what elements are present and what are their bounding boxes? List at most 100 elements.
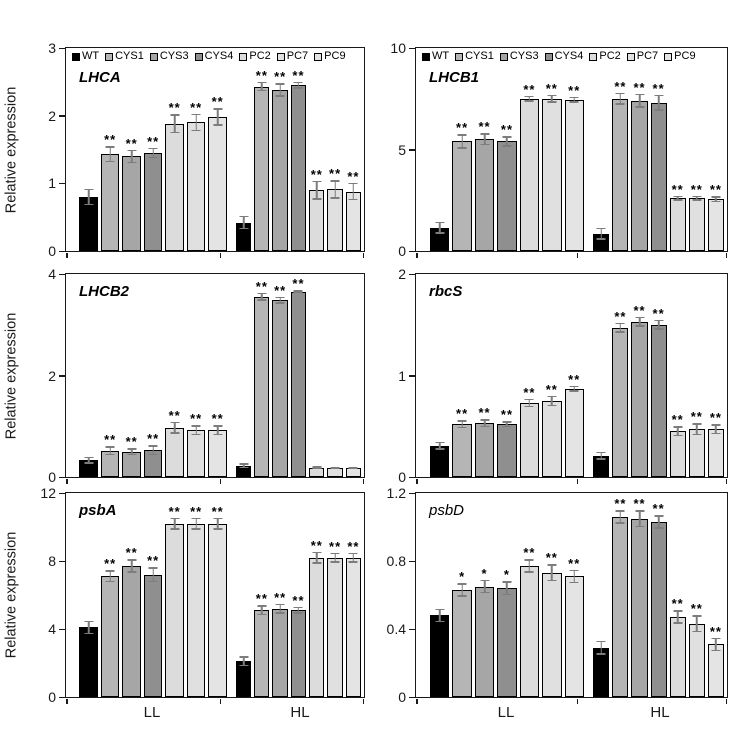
x-tick-mark — [576, 252, 579, 258]
bar-slot-wt — [79, 48, 98, 251]
error-bar-part — [105, 453, 115, 456]
significance-marker: ** — [147, 431, 160, 446]
y-tick-mark — [409, 560, 415, 562]
bar-slot-wt — [235, 48, 252, 251]
y-tick-mark — [59, 628, 65, 630]
error-bar — [239, 656, 249, 667]
bar-slot-cys3: ** — [272, 274, 288, 477]
legend-item-pc9: PC9 — [664, 51, 696, 62]
bars-container: ** ** ** ** ** ** ** ** ** ** ** ** — [66, 48, 364, 251]
error-bar — [502, 581, 512, 595]
significance-marker: ** — [633, 79, 646, 95]
panel-psbd: 0 0.4 0.8 1.2 psbD * * * ** ** ** ** ** ** ** ** ** — [370, 485, 728, 705]
legend-item-cys1: CYS1 — [105, 51, 144, 62]
bar-pc9 — [707, 199, 724, 251]
bar-pc9 — [564, 388, 584, 477]
significance-marker: ** — [614, 496, 627, 511]
error-bar-part — [480, 425, 490, 428]
y-tick-label: 1.2 — [386, 485, 406, 501]
error-bar — [615, 322, 625, 333]
bar-cys3 — [474, 586, 495, 697]
bar-slot-pc2: ** — [165, 48, 184, 251]
bar-cys4 — [290, 85, 307, 251]
bar-slot-pc9: ** — [345, 48, 362, 251]
bar-slot-cys3: ** — [474, 274, 495, 477]
error-bar-part — [506, 136, 508, 147]
legend-label: CYS3 — [509, 50, 539, 62]
error-bar-part — [352, 552, 355, 563]
error-bar-part — [435, 448, 445, 450]
error-bar-part — [619, 322, 622, 333]
error-bar-part — [127, 161, 137, 163]
bar-slot-wt — [429, 274, 450, 477]
y-tick-mark — [409, 47, 415, 49]
error-bar-part — [152, 445, 154, 456]
bar-slot-cys4: ** — [497, 274, 517, 477]
significance-marker: ** — [652, 501, 665, 517]
error-bar — [330, 552, 340, 563]
x-tick-mark — [576, 698, 579, 704]
error-bar-part — [676, 195, 679, 201]
legend-label: PC9 — [324, 50, 346, 62]
bar-slot-cys3: * — [474, 493, 495, 697]
y-tick-mark — [59, 115, 65, 117]
y-axis-title-text: Relative expression — [3, 312, 20, 439]
error-bar-part — [257, 613, 267, 616]
y-tick-mark — [409, 476, 415, 478]
error-bar-part — [657, 94, 660, 111]
x-tick-mark — [416, 698, 418, 704]
bar-pc7 — [688, 429, 705, 477]
error-bar-part — [715, 424, 717, 435]
error-bar-part — [551, 564, 553, 582]
error-bar-part — [528, 95, 531, 102]
error-bar — [348, 552, 358, 563]
error-bar-part — [279, 603, 281, 614]
x-tick-mark — [219, 478, 222, 484]
bar-pc7 — [688, 623, 705, 697]
legend-label: WT — [432, 50, 450, 62]
error-bar-part — [457, 147, 467, 149]
error-bar-part — [261, 292, 263, 301]
error-bar — [711, 637, 721, 652]
bar-pc7 — [186, 523, 206, 697]
bar-pc7 — [688, 198, 705, 251]
bar-group-ll: * * * ** ** ** — [429, 493, 584, 697]
error-bar — [191, 517, 201, 530]
bar-slot-wt — [79, 274, 98, 477]
bar-cys3 — [631, 321, 648, 477]
error-bar — [213, 108, 223, 126]
significance-marker: ** — [614, 308, 627, 324]
error-bar — [692, 423, 702, 436]
error-bar-part — [596, 653, 606, 655]
legend-swatch-icon — [589, 52, 598, 61]
plot-area: rbcS ** ** ** ** ** ** ** ** ** ** ** ** — [415, 273, 728, 484]
y-tick-label: 4 — [48, 621, 56, 637]
error-bar — [84, 188, 94, 205]
error-bar — [457, 420, 467, 429]
error-bar — [191, 113, 201, 132]
bar-slot-cys4: ** — [497, 48, 517, 251]
error-bar-part — [297, 606, 300, 614]
bar-slot-cys3: ** — [474, 48, 495, 251]
bar-slot-pc7: ** — [688, 274, 705, 477]
bar-cys1 — [452, 589, 472, 697]
error-bar-part — [654, 109, 664, 111]
error-bar-part — [657, 319, 660, 330]
bar-slot-wt — [79, 493, 98, 697]
bar-cys3 — [122, 156, 141, 251]
significance-marker: ** — [545, 381, 558, 397]
bar-slot-cys1: ** — [452, 274, 472, 477]
bar-pc9 — [345, 191, 362, 251]
plot-area: psbD * * * ** ** ** ** ** ** ** ** ** — [415, 492, 728, 704]
error-bar-part — [312, 198, 322, 200]
error-bar — [170, 114, 180, 134]
bar-cys1 — [254, 610, 270, 697]
error-bar-part — [711, 200, 721, 203]
y-tick-label: 0 — [48, 469, 56, 485]
error-bar — [480, 133, 490, 146]
error-bar — [191, 425, 201, 436]
bars-container: ** ** ** ** ** ** ** ** ** ** ** ** — [416, 48, 727, 251]
legend-item-cys4: CYS4 — [194, 51, 233, 62]
bar-slot-cys4: ** — [290, 274, 307, 477]
error-bar — [502, 136, 512, 147]
